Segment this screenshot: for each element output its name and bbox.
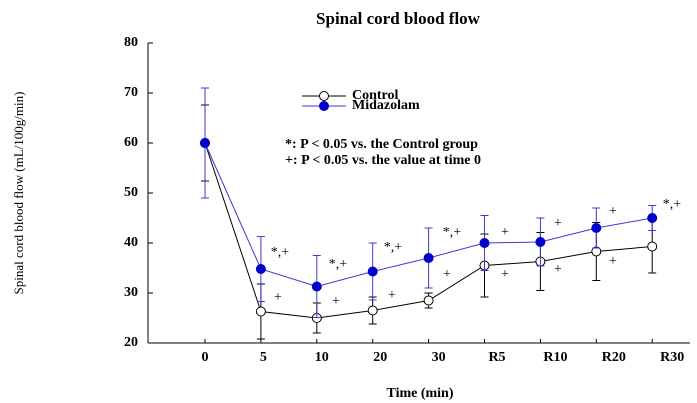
- annotation: *,+: [443, 225, 462, 240]
- marker: [423, 253, 434, 263]
- chart-title: Spinal cord blood flow: [316, 9, 481, 28]
- annotation: +: [501, 267, 509, 282]
- marker: [255, 306, 266, 317]
- marker: [311, 281, 322, 292]
- annotation: +: [554, 262, 562, 277]
- legend-label: Control: [352, 88, 399, 103]
- marker: [423, 295, 434, 306]
- annotation: *,+: [663, 197, 682, 212]
- note: +: P < 0.05 vs. the value at time 0: [285, 153, 481, 168]
- note: *: P < 0.05 vs. the Control group: [285, 137, 478, 152]
- annotation: +: [388, 288, 396, 303]
- y-tick-label: 20: [124, 335, 138, 350]
- x-tick-label: 10: [315, 350, 329, 365]
- annotation: *,+: [271, 245, 290, 260]
- x-tick-label: R20: [602, 350, 626, 365]
- marker: [479, 238, 490, 248]
- marker: [255, 264, 266, 274]
- y-tick-label: 40: [124, 235, 138, 250]
- y-tick-label: 60: [124, 135, 138, 150]
- annotation: +: [443, 267, 451, 282]
- marker: [200, 138, 210, 148]
- x-tick-label: 20: [373, 350, 387, 365]
- marker: [367, 266, 378, 277]
- legend-marker: [319, 101, 329, 111]
- x-tick-label: 30: [432, 350, 446, 365]
- y-tick-label: 50: [124, 185, 138, 200]
- annotation: +: [274, 290, 282, 305]
- marker: [647, 241, 658, 252]
- x-tick-label: R30: [660, 350, 684, 365]
- x-tick-label: 5: [260, 350, 267, 365]
- y-tick-label: 70: [124, 85, 138, 100]
- marker: [367, 305, 378, 316]
- annotation: +: [332, 294, 340, 309]
- legend-marker: [319, 91, 329, 101]
- annotation: *,+: [329, 257, 348, 272]
- annotation: +: [609, 204, 617, 219]
- annotation: +: [501, 225, 509, 240]
- x-tick-label: 0: [202, 350, 209, 365]
- annotation: +: [554, 216, 562, 231]
- marker: [647, 213, 658, 223]
- x-axis-label: Time (min): [386, 386, 453, 401]
- annotation: *,+: [384, 240, 403, 255]
- marker: [535, 237, 546, 247]
- x-tick-label: R5: [488, 350, 505, 365]
- marker: [591, 223, 602, 233]
- y-axis-label: Spinal cord blood flow (mL/100g/min): [11, 92, 26, 295]
- x-tick-label: R10: [543, 350, 567, 365]
- y-tick-label: 80: [124, 35, 138, 50]
- annotation: +: [609, 254, 617, 269]
- legend-label: Midazolam: [352, 98, 420, 113]
- y-tick-label: 30: [124, 285, 138, 300]
